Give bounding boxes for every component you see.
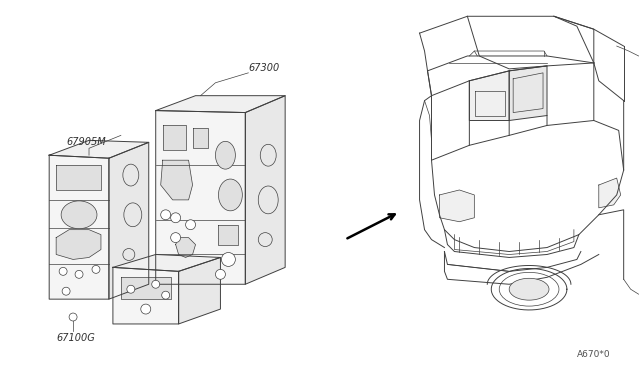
Ellipse shape <box>260 144 276 166</box>
Circle shape <box>59 267 67 275</box>
Circle shape <box>62 287 70 295</box>
Polygon shape <box>599 178 621 208</box>
Polygon shape <box>56 230 101 259</box>
Polygon shape <box>49 140 148 158</box>
Ellipse shape <box>509 278 549 300</box>
Circle shape <box>216 269 225 279</box>
Ellipse shape <box>218 179 243 211</box>
Polygon shape <box>49 155 109 299</box>
Circle shape <box>171 232 180 243</box>
Polygon shape <box>193 128 209 148</box>
Circle shape <box>186 220 196 230</box>
Polygon shape <box>113 254 220 271</box>
Ellipse shape <box>61 201 97 229</box>
Text: 67905M: 67905M <box>66 137 106 147</box>
Ellipse shape <box>123 164 139 186</box>
Polygon shape <box>156 110 245 284</box>
Circle shape <box>75 270 83 278</box>
Polygon shape <box>163 125 186 150</box>
Text: 67300: 67300 <box>248 63 280 73</box>
Polygon shape <box>509 66 547 121</box>
Polygon shape <box>109 142 148 299</box>
Circle shape <box>152 280 160 288</box>
Circle shape <box>92 265 100 273</box>
Circle shape <box>69 313 77 321</box>
Circle shape <box>221 253 236 266</box>
Ellipse shape <box>124 203 142 227</box>
Polygon shape <box>469 71 509 121</box>
Polygon shape <box>56 165 101 190</box>
Polygon shape <box>121 277 171 299</box>
Circle shape <box>162 291 170 299</box>
Polygon shape <box>179 257 220 324</box>
Circle shape <box>161 210 171 220</box>
Polygon shape <box>113 267 179 324</box>
Polygon shape <box>218 225 238 244</box>
Circle shape <box>127 285 135 293</box>
Circle shape <box>259 232 272 247</box>
Circle shape <box>171 213 180 223</box>
Circle shape <box>123 248 135 260</box>
Text: A670*0: A670*0 <box>577 350 611 359</box>
Circle shape <box>141 304 151 314</box>
Polygon shape <box>175 238 196 257</box>
Ellipse shape <box>216 141 236 169</box>
Ellipse shape <box>259 186 278 214</box>
Text: 67100G: 67100G <box>56 333 95 343</box>
Polygon shape <box>156 96 285 113</box>
Polygon shape <box>440 190 474 222</box>
Polygon shape <box>161 160 193 200</box>
Polygon shape <box>245 96 285 284</box>
